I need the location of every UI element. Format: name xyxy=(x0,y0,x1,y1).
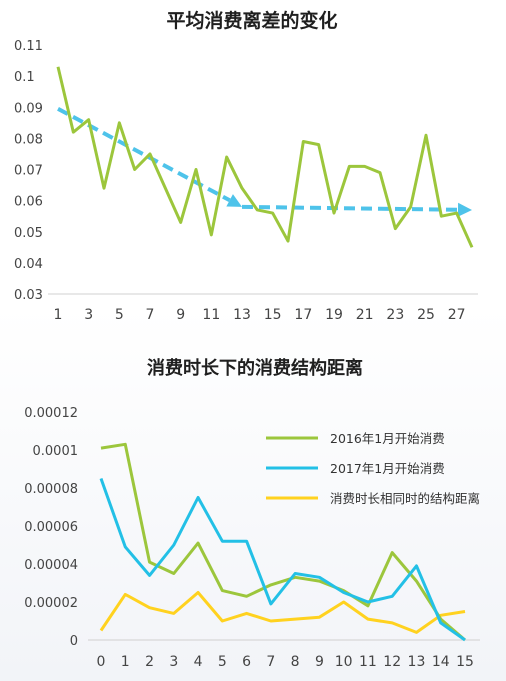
chart1-x-tick-label: 23 xyxy=(386,307,404,323)
chart2-x-tick-label: 0 xyxy=(97,654,106,670)
chart1-series-line xyxy=(56,66,474,248)
chart2-title: 消费时长下的消费结构距离 xyxy=(147,357,363,379)
chart-average-deviation: 平均消费离差的变化 0.11 0.1 0.09 0.08 0.07 0.06 0.05 0.0… xyxy=(14,9,478,323)
chart1-y-tick-label: 0.06 xyxy=(14,195,43,210)
chart2-y-tick-label: 0.00006 xyxy=(24,520,78,535)
chart1-y-tick-label: 0.1 xyxy=(14,70,35,85)
chart1-x-tick-label: 1 xyxy=(54,307,63,323)
chart1-y-tick-label: 0.03 xyxy=(14,288,43,303)
chart1-y-tick-label: 0.11 xyxy=(14,39,43,54)
chart2-x-tick-label: 15 xyxy=(456,654,474,670)
chart1-x-tick-label: 25 xyxy=(417,307,435,323)
chart2-x-tick-label: 13 xyxy=(408,654,426,670)
chart2-x-tick-label: 5 xyxy=(218,654,227,670)
chart1-x-tick-label: 19 xyxy=(325,307,343,323)
chart1-y-tick-label: 0.07 xyxy=(14,164,43,179)
chart1-x-tick-label: 3 xyxy=(84,307,93,323)
chart2-y-tick-label: 0.00004 xyxy=(24,558,78,573)
chart2-x-tick-label: 7 xyxy=(266,654,275,670)
chart2-x-tick-label: 1 xyxy=(121,654,130,670)
chart1-x-tick-label: 5 xyxy=(115,307,124,323)
chart1-y-tick-label: 0.05 xyxy=(14,226,43,241)
chart2-y-tick-label: 0.00008 xyxy=(24,482,78,497)
chart2-x-tick-label: 12 xyxy=(383,654,401,670)
chart-structure-distance: 消费时长下的消费结构距离 0.00012 0.0001 0.00008 0.00006… xyxy=(24,357,480,670)
chart2-x-tick-label: 4 xyxy=(194,654,203,670)
chart2-y-tick-label: 0.00012 xyxy=(24,406,78,421)
chart1-x-tick-label: 15 xyxy=(264,307,282,323)
chart2-x-tick-label: 3 xyxy=(169,654,178,670)
chart1-y-tick-label: 0.08 xyxy=(14,132,43,147)
chart1-trend-arrow-line xyxy=(241,204,459,212)
chart1-x-tick-label: 21 xyxy=(356,307,374,323)
chart2-series-line-1 xyxy=(99,477,466,642)
chart2-x-tick-label: 11 xyxy=(359,654,377,670)
chart2-legend-label: 2016年1月开始消费 xyxy=(330,431,445,446)
chart2-series-line-0 xyxy=(100,442,466,642)
chart2-x-tick-label: 10 xyxy=(335,654,353,670)
chart1-x-tick-label: 17 xyxy=(294,307,312,323)
chart2-x-tick-label: 14 xyxy=(432,654,450,670)
chart1-x-tick-label: 7 xyxy=(146,307,155,323)
chart1-title: 平均消费离差的变化 xyxy=(166,9,337,32)
chart2-x-tick-label: 9 xyxy=(315,654,324,670)
chart1-x-tick-label: 11 xyxy=(202,307,220,323)
chart2-x-tick-label: 8 xyxy=(291,654,300,670)
chart1-y-tick-label: 0.04 xyxy=(14,257,43,272)
chart2-legend-label: 消费时长相同时的结构距离 xyxy=(330,491,480,506)
chart1-trend-arrow-head xyxy=(457,202,472,217)
chart2-series-line-2 xyxy=(99,591,466,634)
chart2-x-tick-label: 2 xyxy=(145,654,154,670)
chart1-y-tick-label: 0.09 xyxy=(14,101,43,116)
chart2-y-tick-label: 0 xyxy=(70,634,78,649)
chart2-x-tick-label: 6 xyxy=(242,654,251,670)
chart2-y-tick-label: 0.00002 xyxy=(24,596,78,611)
chart1-x-tick-label: 9 xyxy=(176,307,185,323)
chart1-x-tick-label: 27 xyxy=(448,307,466,323)
chart2-legend-label: 2017年1月开始消费 xyxy=(330,461,445,476)
chart1-trend-arrow-head xyxy=(226,194,242,207)
chart1-x-tick-label: 13 xyxy=(233,307,251,323)
chart2-y-tick-label: 0.0001 xyxy=(33,444,79,459)
